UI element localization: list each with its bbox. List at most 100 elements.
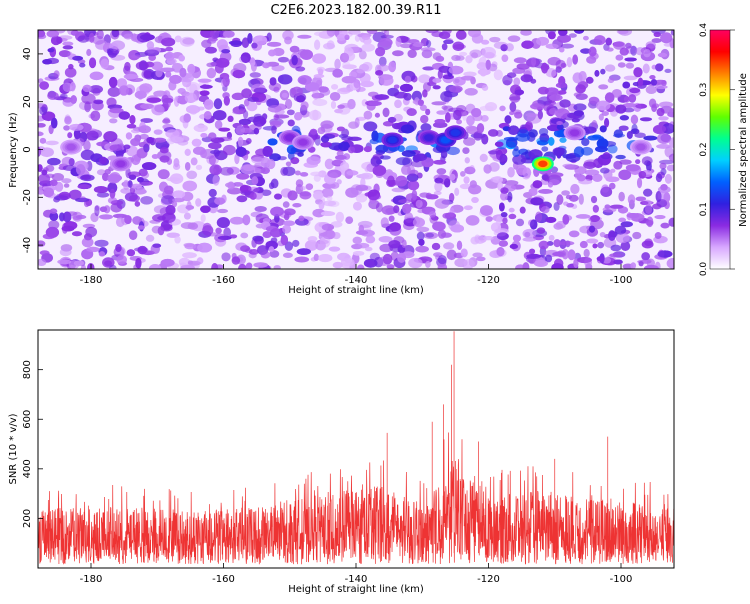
spectrogram-cell <box>109 264 117 269</box>
spectrogram-cell <box>139 83 153 93</box>
spectrogram-cell <box>548 234 555 241</box>
spectrogram-cell <box>89 71 104 81</box>
spectrogram-cell <box>499 153 508 164</box>
spectrogram-cell <box>607 77 615 84</box>
x-tick-label: -120 <box>477 574 500 585</box>
spectrogram-cell <box>443 242 455 250</box>
spectrogram-cell <box>221 252 231 262</box>
spectrogram-cell <box>496 246 505 257</box>
spectrogram-cell <box>211 263 219 269</box>
spectrogram-cell <box>619 159 632 165</box>
spectrogram-cell <box>266 32 272 42</box>
spectrogram-cell <box>197 78 212 83</box>
spectrogram-cell <box>354 117 360 128</box>
spectrogram-cell <box>449 173 456 181</box>
spectrogram-hotspot <box>569 129 580 137</box>
spectrogram-cell <box>187 260 201 266</box>
spectrogram-cell <box>39 81 49 90</box>
spectrogram-cell <box>393 91 408 99</box>
spectrogram-cell <box>174 236 181 244</box>
spectrogram-cell <box>297 34 312 39</box>
spectrogram-cell <box>635 196 647 202</box>
spectrogram-cell <box>391 122 402 130</box>
spectrogram-cell <box>297 75 312 85</box>
spectrogram-cell <box>508 213 517 220</box>
spectrogram-cell <box>519 206 526 214</box>
spectrogram-cell <box>473 131 483 141</box>
spectrogram-hotspot <box>66 143 76 151</box>
spectrogram-cell <box>187 63 196 75</box>
spectrogram-cell <box>191 138 202 147</box>
spectrogram-cell <box>361 99 368 107</box>
spectrogram-cell <box>94 239 109 247</box>
spectrogram-cell <box>247 96 260 102</box>
spectrogram-cell <box>148 263 162 269</box>
spectrogram-cell <box>604 92 615 103</box>
spectrogram-cell <box>313 191 324 200</box>
spectrogram-cell <box>632 231 642 240</box>
spectrogram-cell <box>522 167 532 178</box>
spectrogram-cell <box>431 242 441 251</box>
spectrogram-cell <box>395 37 402 48</box>
spectrogram-cell <box>64 67 77 78</box>
spectrogram-cell <box>507 35 521 42</box>
spectrogram-cell <box>543 173 550 182</box>
spectrogram-cell <box>656 144 671 149</box>
spectrogram-cell <box>125 132 133 140</box>
spectrogram-cell <box>83 140 91 151</box>
spectrogram-cell <box>465 215 480 226</box>
colorbar-tick-label: 0.2 <box>699 142 709 156</box>
spectrogram-cell <box>561 190 570 196</box>
spectrogram-cell <box>235 146 247 157</box>
spectrogram-cell <box>568 194 579 202</box>
spectrogram-cell <box>642 188 653 197</box>
spectrogram-cell <box>90 110 101 122</box>
spectrogram-cell <box>129 114 136 125</box>
spectrogram-cell <box>317 253 333 263</box>
spectrogram-cell <box>222 30 235 38</box>
spectrogram-cell <box>512 234 521 242</box>
spectrogram-cell <box>246 101 258 112</box>
spectrogram-cell <box>664 68 672 73</box>
spectrogram-hotspot <box>298 139 308 146</box>
spectrogram-cell <box>115 244 122 252</box>
spectrogram-cell <box>522 228 537 239</box>
x-tick-label: -140 <box>345 574 368 585</box>
spectrogram-cell <box>268 182 275 190</box>
spectrogram-cell <box>187 222 199 230</box>
spectrogram-cell <box>646 216 654 228</box>
spectrogram-cell <box>459 183 472 190</box>
spectrogram-cell <box>248 249 259 255</box>
spectrogram-cell <box>299 172 309 177</box>
spectrogram-cell <box>77 184 91 190</box>
x-tick-label: -160 <box>212 574 235 585</box>
spectrogram-cell <box>620 241 631 251</box>
spectrogram-cell <box>165 129 180 139</box>
spectrogram-cell <box>253 187 264 193</box>
spectrogram-cell <box>77 35 90 43</box>
snr-y-axis-label: SNR (10 * v/v) <box>8 413 19 484</box>
spectrogram-cell <box>596 256 605 262</box>
spectrogram-cell <box>200 132 208 138</box>
spectrogram-cell <box>551 263 564 269</box>
spectrogram-cell <box>197 242 213 253</box>
spectrogram-cell <box>436 110 447 115</box>
spectrogram-cell <box>369 252 380 261</box>
spectrogram-cell <box>98 214 114 220</box>
spectrogram-cell <box>238 108 245 114</box>
spectrogram-cell <box>212 110 227 121</box>
spectrogram-cell <box>209 164 222 176</box>
spectrogram-cell <box>118 111 130 120</box>
spectrogram-cell <box>625 42 632 49</box>
spectrogram-cell <box>643 135 658 141</box>
spectrogram-cell <box>320 141 332 148</box>
spectrogram-cell <box>139 34 155 41</box>
spectrogram-cell <box>370 156 381 167</box>
spectrogram-cell <box>529 248 536 255</box>
spectrogram-cell <box>508 207 515 213</box>
spectrogram-cell <box>260 167 270 175</box>
spectrogram-cell <box>599 125 607 133</box>
spectrogram-cell <box>355 230 369 235</box>
spectrogram-cell <box>558 30 568 36</box>
spectrogram-cell <box>79 62 86 68</box>
